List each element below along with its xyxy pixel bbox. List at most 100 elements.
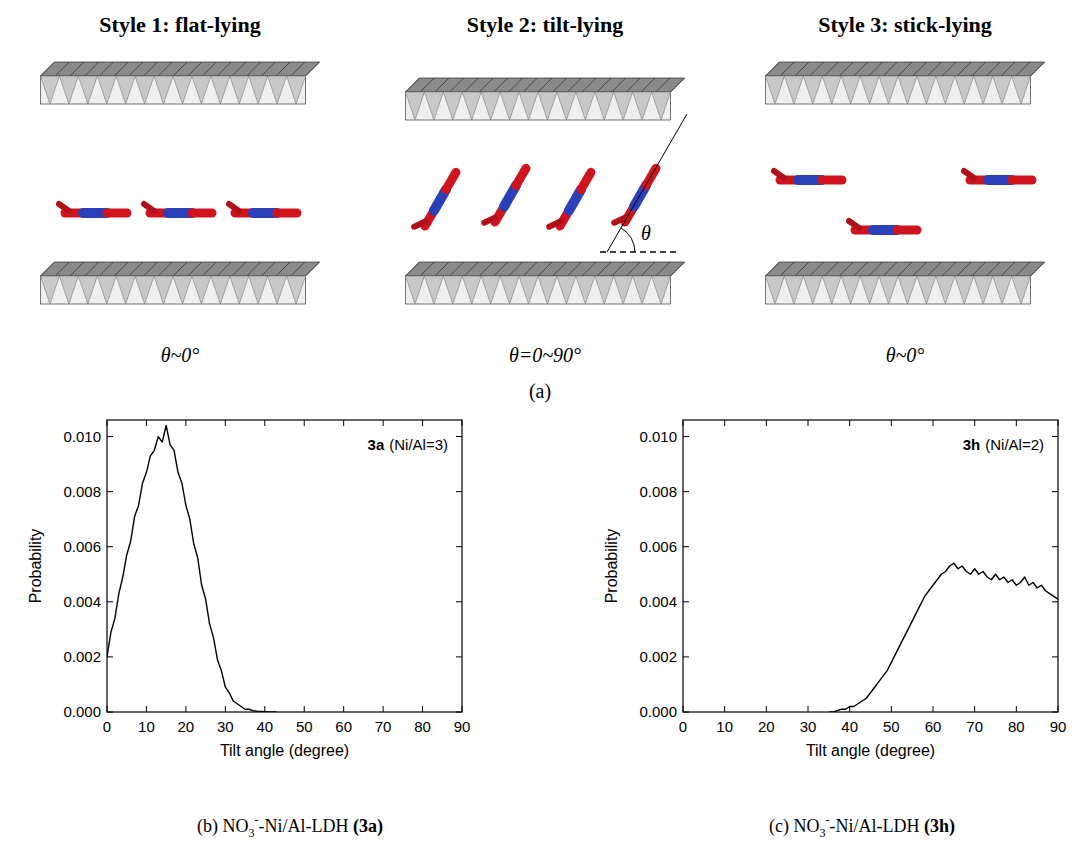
layer-edge <box>656 78 670 92</box>
layer-edge <box>612 78 626 92</box>
x-tick <box>1016 420 1017 426</box>
layer-edge <box>957 62 971 76</box>
x-tick <box>225 706 226 712</box>
x-tick <box>891 420 892 426</box>
y-tick <box>107 491 113 492</box>
layer-edge <box>942 62 956 76</box>
caption-suffix: -Ni/Al-LDH <box>830 816 924 836</box>
x-tick <box>264 420 265 426</box>
x-tick <box>766 706 767 712</box>
layer-edge <box>129 62 143 76</box>
octahedron <box>59 76 78 104</box>
octahedron <box>766 276 785 304</box>
layer-edge <box>464 262 478 276</box>
layer-edge <box>671 262 685 276</box>
octahedron <box>917 76 936 104</box>
y-tick-label: 0.006 <box>639 538 677 555</box>
layer-edge <box>986 62 1000 76</box>
octahedron <box>481 92 500 120</box>
layer-edge <box>538 78 552 92</box>
layer-edge <box>509 78 523 92</box>
octahedron <box>974 276 993 304</box>
y-tick <box>107 436 113 437</box>
octahedron <box>230 276 249 304</box>
x-tick <box>974 706 975 712</box>
layer-edge <box>114 62 128 76</box>
octahedron <box>462 276 481 304</box>
octahedron <box>500 276 519 304</box>
x-tick-label: 90 <box>454 718 471 735</box>
layer-top <box>41 262 320 276</box>
layer-edge <box>927 262 941 276</box>
y-tick <box>456 546 462 547</box>
octahedron <box>614 276 633 304</box>
layer-edge <box>641 262 655 276</box>
octahedron <box>633 92 652 120</box>
layer-edge <box>582 78 596 92</box>
octahedron <box>784 76 803 104</box>
layer-edge <box>839 262 853 276</box>
y-tick <box>1052 656 1058 657</box>
x-tick <box>1016 706 1017 712</box>
layer-edge <box>129 262 143 276</box>
octahedron <box>211 76 230 104</box>
octahedron <box>192 76 211 104</box>
x-tick-label: 70 <box>966 718 983 735</box>
octahedron <box>538 276 557 304</box>
oxygen <box>849 221 859 228</box>
layer-edge <box>1001 262 1015 276</box>
layer-edge <box>780 62 794 76</box>
x-tick-label: 50 <box>296 718 313 735</box>
x-tick <box>225 420 226 426</box>
layer-edge <box>854 262 868 276</box>
layer-edge <box>553 78 567 92</box>
plot-frame <box>107 420 462 712</box>
octahedron <box>841 276 860 304</box>
octahedron <box>443 92 462 120</box>
octahedron <box>116 276 135 304</box>
layer-edge <box>306 62 320 76</box>
nitrate <box>549 168 591 231</box>
caption-prefix: (c) NO <box>769 816 819 837</box>
layer-edge <box>538 262 552 276</box>
layer-edge <box>898 62 912 76</box>
octahedron <box>993 76 1012 104</box>
annotation: 3h(Ni/Al=2) <box>963 436 1044 453</box>
nitrate <box>414 168 456 231</box>
octahedron <box>766 76 785 104</box>
octahedron <box>936 276 955 304</box>
y-tick <box>107 546 113 547</box>
octahedron <box>41 76 60 104</box>
layer-edge <box>420 78 434 92</box>
layer-edge <box>479 78 493 92</box>
layer-edge <box>217 62 231 76</box>
layer-edge <box>567 78 581 92</box>
octahedron <box>268 76 287 104</box>
x-tick <box>343 706 344 712</box>
oxygen <box>1012 176 1032 185</box>
layer-edge <box>1016 262 1030 276</box>
layer-front <box>41 276 306 304</box>
layer-edge <box>766 62 780 76</box>
octahedron <box>993 276 1012 304</box>
octahedron <box>595 276 614 304</box>
y-tick-label: 0.008 <box>63 483 101 500</box>
x-tick-label: 20 <box>758 718 775 735</box>
octahedron <box>784 276 803 304</box>
octahedron <box>538 92 557 120</box>
octahedron <box>249 276 268 304</box>
layer-top <box>406 262 685 276</box>
layer-edge <box>795 62 809 76</box>
oxygen <box>897 226 917 235</box>
layer-edge <box>626 262 640 276</box>
octahedron <box>462 92 481 120</box>
layer-edge <box>553 262 567 276</box>
octahedron <box>955 76 974 104</box>
x-tick <box>146 706 147 712</box>
y-tick-label: 0.004 <box>63 593 101 610</box>
layer-edge <box>494 78 508 92</box>
x-tick-label: 40 <box>841 718 858 735</box>
ldh-layer <box>406 262 685 304</box>
layer-edge <box>1031 62 1045 76</box>
octahedron <box>860 76 879 104</box>
